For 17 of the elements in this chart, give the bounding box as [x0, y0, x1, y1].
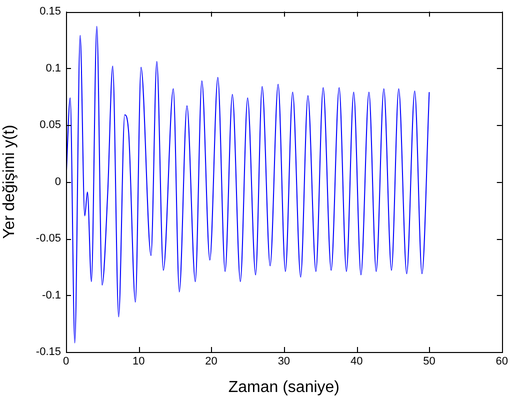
y-tick-label: 0.1	[46, 62, 61, 74]
x-tick-label: 0	[62, 356, 70, 368]
y-tick-label: 0.05	[40, 119, 61, 132]
x-tick-label: 50	[423, 356, 436, 368]
y-tick-label: -0.1	[42, 289, 61, 302]
y-tick-label: -0.15	[36, 346, 61, 358]
x-tick-label: 10	[132, 356, 145, 368]
line-series	[66, 26, 430, 344]
x-tick-label: 20	[205, 356, 218, 368]
y-tick-label: 0	[54, 176, 61, 188]
y-tick-label: 0.15	[40, 6, 61, 18]
x-axis-title: Zaman (saniye)	[228, 378, 340, 396]
x-tick-label: 40	[350, 356, 363, 368]
y-tick-label: -0.05	[36, 232, 61, 245]
x-tick-label: 30	[278, 356, 290, 368]
y-axis-title: Yer değişimi y(t)	[1, 124, 18, 239]
x-tick-label: 60	[496, 356, 508, 368]
